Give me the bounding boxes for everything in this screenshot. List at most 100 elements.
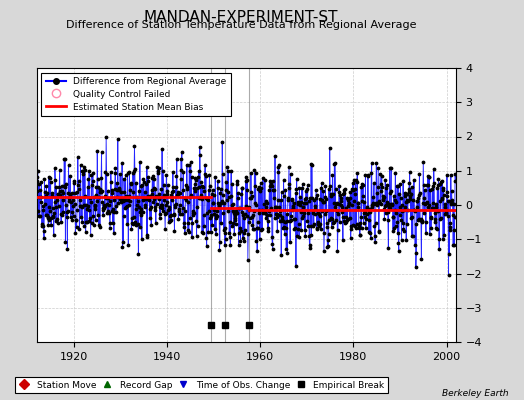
Point: [326, 183, 334, 189]
Point: [246, 195, 254, 202]
Point: [128, 219, 136, 226]
Point: [322, 196, 331, 202]
Point: [122, 192, 130, 199]
Point: [407, 214, 415, 221]
Point: [159, 168, 167, 174]
Point: [326, 190, 335, 197]
Point: [438, 177, 446, 184]
Point: [235, 205, 243, 212]
Point: [214, 177, 222, 184]
Point: [244, 230, 253, 237]
Point: [345, 200, 353, 207]
Point: [277, 252, 286, 258]
Point: [405, 186, 413, 192]
Point: [255, 184, 264, 190]
Point: [75, 197, 84, 204]
Point: [408, 232, 416, 239]
Point: [444, 272, 453, 278]
Point: [433, 182, 442, 188]
Point: [259, 209, 268, 216]
Point: [373, 202, 381, 208]
Point: [351, 186, 359, 192]
Point: [38, 222, 46, 229]
Point: [137, 212, 145, 218]
Point: [420, 195, 429, 202]
Point: [125, 193, 133, 200]
Point: [383, 182, 391, 188]
Point: [64, 162, 73, 168]
Point: [130, 165, 139, 172]
Point: [115, 186, 123, 192]
Point: [361, 214, 369, 220]
Point: [112, 202, 121, 209]
Point: [380, 203, 389, 210]
Point: [150, 176, 158, 182]
Point: [247, 193, 256, 199]
Point: [201, 171, 209, 178]
Point: [81, 167, 90, 174]
Point: [125, 202, 133, 209]
Point: [434, 236, 443, 242]
Point: [106, 169, 115, 175]
Point: [49, 214, 58, 220]
Point: [363, 204, 372, 211]
Point: [218, 139, 226, 145]
Point: [117, 195, 126, 202]
Point: [271, 211, 280, 217]
Point: [241, 211, 249, 217]
Point: [354, 200, 362, 206]
Point: [199, 184, 207, 190]
Point: [216, 190, 224, 196]
Point: [289, 200, 298, 206]
Point: [230, 220, 238, 226]
Point: [124, 242, 133, 248]
Point: [417, 256, 425, 263]
Point: [394, 182, 402, 189]
Point: [315, 211, 323, 218]
Point: [147, 186, 156, 193]
Point: [324, 237, 332, 244]
Point: [271, 204, 280, 210]
Point: [80, 202, 88, 208]
Point: [47, 222, 55, 228]
Point: [232, 221, 240, 227]
Point: [410, 176, 418, 183]
Point: [105, 220, 114, 226]
Point: [299, 213, 308, 219]
Point: [369, 200, 378, 207]
Point: [167, 211, 176, 218]
Point: [305, 242, 314, 248]
Point: [388, 201, 397, 208]
Point: [225, 193, 233, 200]
Point: [35, 213, 43, 219]
Point: [389, 214, 398, 220]
Point: [221, 242, 229, 248]
Point: [445, 220, 454, 226]
Point: [117, 199, 125, 205]
Point: [370, 180, 378, 186]
Point: [150, 204, 159, 210]
Point: [38, 207, 47, 214]
Point: [212, 230, 220, 237]
Point: [297, 199, 305, 206]
Point: [227, 168, 235, 174]
Point: [81, 192, 89, 199]
Point: [130, 143, 139, 149]
Point: [341, 220, 349, 226]
Point: [167, 192, 175, 199]
Point: [219, 210, 227, 216]
Point: [46, 174, 54, 181]
Point: [158, 205, 166, 212]
Point: [137, 206, 145, 212]
Point: [210, 211, 219, 218]
Point: [188, 173, 196, 180]
Point: [286, 239, 294, 245]
Point: [312, 195, 320, 202]
Point: [359, 220, 368, 227]
Point: [370, 233, 379, 239]
Point: [116, 198, 125, 204]
Point: [337, 202, 345, 209]
Point: [234, 195, 242, 201]
Point: [403, 206, 412, 213]
Point: [206, 214, 214, 221]
